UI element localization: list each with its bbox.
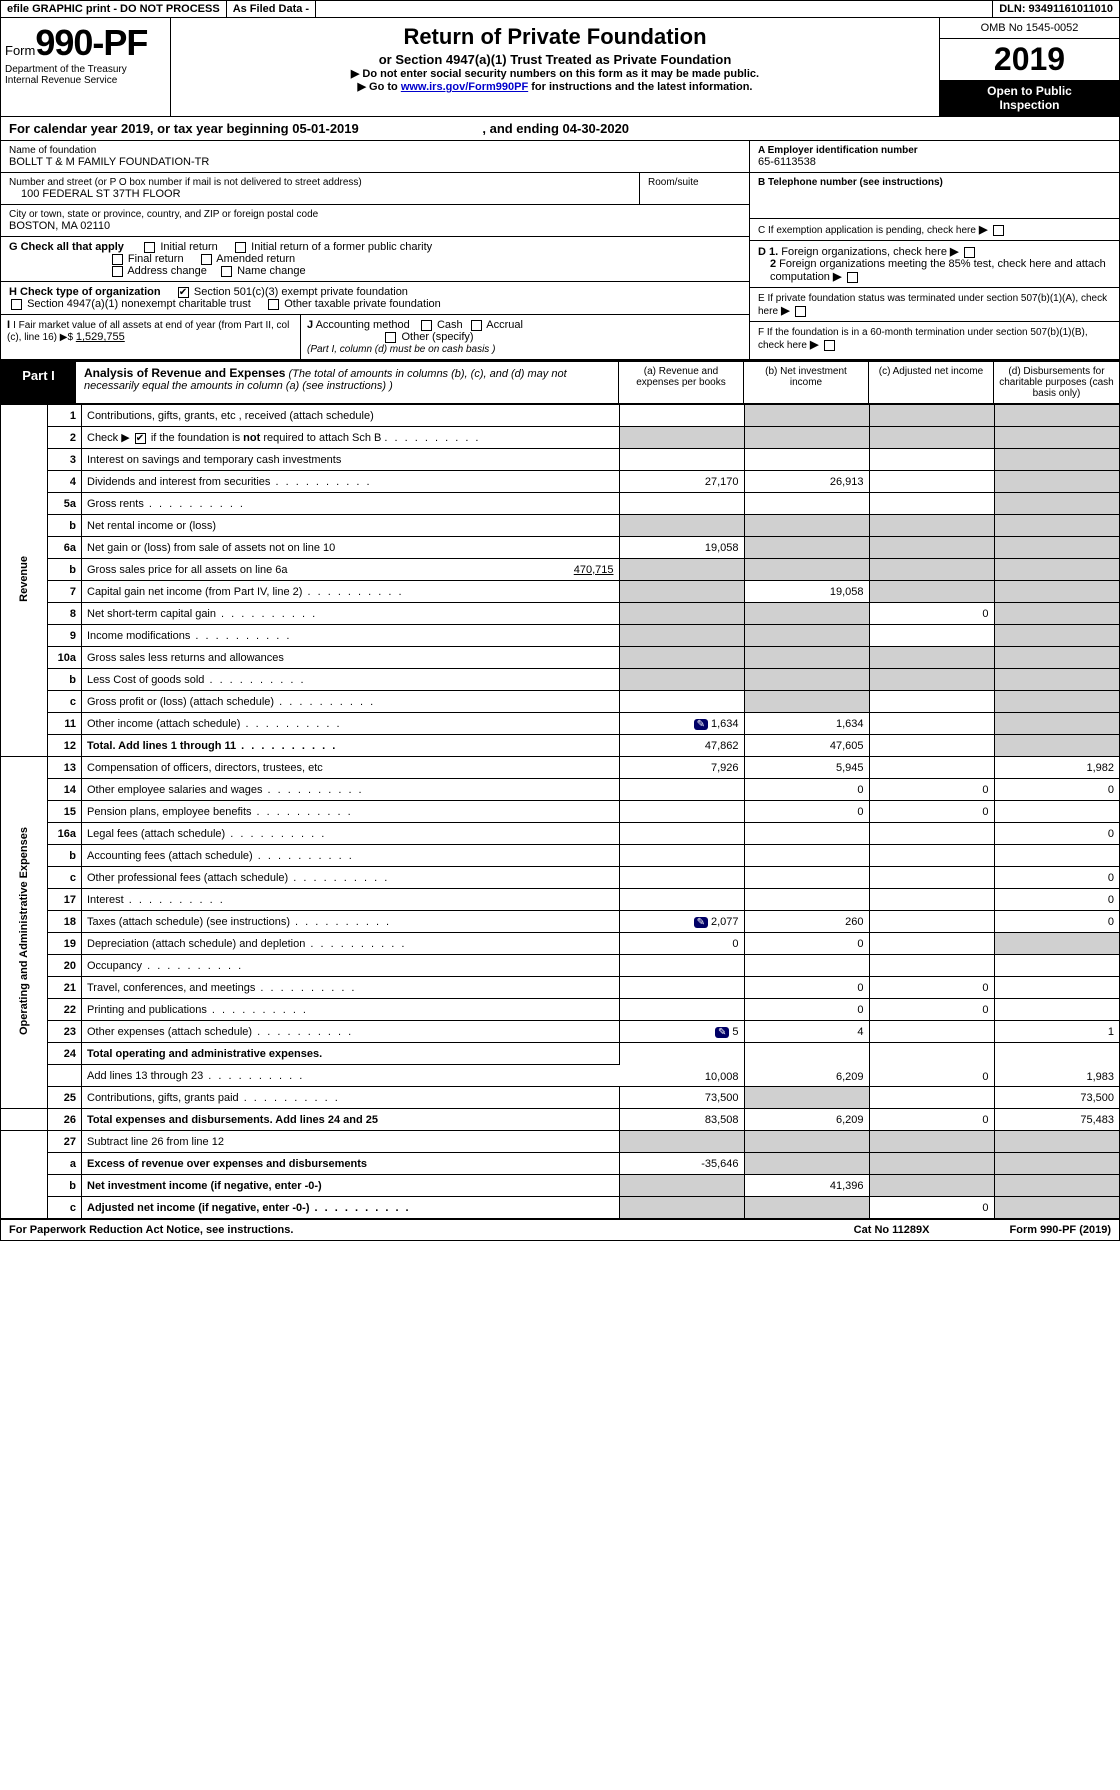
accrual-checkbox[interactable]	[471, 320, 482, 331]
open-public-badge: Open to Public Inspection	[940, 80, 1119, 116]
omb-number: OMB No 1545-0052	[940, 18, 1119, 39]
foundation-name-cell: Name of foundation BOLLT T & M FAMILY FO…	[1, 141, 749, 173]
form-header: Form990-PF Department of the Treasury In…	[1, 18, 1119, 117]
paperwork-notice: For Paperwork Reduction Act Notice, see …	[9, 1224, 293, 1236]
address-cell: Number and street (or P O box number if …	[1, 173, 749, 205]
attach-icon[interactable]: ✎	[694, 917, 708, 928]
initial-return-checkbox[interactable]	[144, 242, 155, 253]
dept-line1: Department of the Treasury	[5, 64, 166, 75]
h-check-row: H Check type of organization Section 501…	[1, 282, 749, 315]
d2-checkbox[interactable]	[847, 272, 858, 283]
col-d-header: (d) Disbursements for charitable purpose…	[994, 362, 1119, 403]
e-terminated-cell: E If private foundation status was termi…	[750, 288, 1119, 322]
cat-number: Cat No 11289X	[854, 1224, 930, 1236]
part1-table: Revenue 1Contributions, gifts, grants, e…	[1, 404, 1119, 1219]
e-checkbox[interactable]	[795, 306, 806, 317]
expenses-side-label: Operating and Administrative Expenses	[18, 827, 30, 1035]
d-foreign-cell: D 1. Foreign organizations, check here ▶…	[750, 241, 1119, 288]
revenue-side-label: Revenue	[18, 556, 30, 602]
address-change-checkbox[interactable]	[112, 266, 123, 277]
form-number: 990-PF	[35, 22, 147, 63]
tax-year: 2019	[940, 39, 1119, 80]
cash-checkbox[interactable]	[421, 320, 432, 331]
goto-line: ▶ Go to www.irs.gov/Form990PF for instru…	[181, 80, 929, 93]
initial-former-checkbox[interactable]	[235, 242, 246, 253]
f-checkbox[interactable]	[824, 340, 835, 351]
c-exemption-cell: C If exemption application is pending, c…	[750, 219, 1119, 241]
col-b-header: (b) Net investment income	[744, 362, 869, 403]
asfiled-label: As Filed Data -	[227, 1, 316, 17]
city-cell: City or town, state or province, country…	[1, 205, 749, 237]
attach-icon[interactable]: ✎	[694, 719, 708, 730]
form-prefix: Form	[5, 43, 35, 58]
f-60month-cell: F If the foundation is in a 60-month ter…	[750, 322, 1119, 355]
dln: DLN: 93491161011010	[993, 1, 1119, 17]
form-subtitle: or Section 4947(a)(1) Trust Treated as P…	[181, 52, 929, 67]
final-return-checkbox[interactable]	[112, 254, 123, 265]
c-checkbox[interactable]	[993, 225, 1004, 236]
calendar-year-row: For calendar year 2019, or tax year begi…	[1, 117, 1119, 141]
telephone-cell: B Telephone number (see instructions)	[750, 173, 1119, 219]
irs-link[interactable]: www.irs.gov/Form990PF	[401, 81, 528, 93]
part1-header: Part I Analysis of Revenue and Expenses …	[1, 360, 1119, 404]
col-a-header: (a) Revenue and expenses per books	[619, 362, 744, 403]
4947a1-checkbox[interactable]	[11, 299, 22, 310]
ssn-warning: ▶ Do not enter social security numbers o…	[181, 67, 929, 80]
g-check-row: G Check all that apply Initial return In…	[1, 237, 749, 282]
attach-icon[interactable]: ✎	[715, 1027, 729, 1038]
d1-checkbox[interactable]	[964, 247, 975, 258]
top-bar: efile GRAPHIC print - DO NOT PROCESS As …	[1, 1, 1119, 18]
other-method-checkbox[interactable]	[385, 332, 396, 343]
form-id-footer: Form 990-PF (2019)	[1010, 1224, 1112, 1236]
amended-return-checkbox[interactable]	[201, 254, 212, 265]
efile-notice: efile GRAPHIC print - DO NOT PROCESS	[1, 1, 227, 17]
ein-cell: A Employer identification number 65-6113…	[750, 141, 1119, 173]
form-title: Return of Private Foundation	[181, 24, 929, 50]
dept-line2: Internal Revenue Service	[5, 75, 166, 86]
schb-checkbox[interactable]	[135, 433, 146, 444]
col-c-header: (c) Adjusted net income	[869, 362, 994, 403]
i-j-row: I I Fair market value of all assets at e…	[1, 315, 749, 359]
page-footer: For Paperwork Reduction Act Notice, see …	[1, 1219, 1119, 1240]
501c3-checkbox[interactable]	[178, 287, 189, 298]
other-taxable-checkbox[interactable]	[268, 299, 279, 310]
name-change-checkbox[interactable]	[221, 266, 232, 277]
